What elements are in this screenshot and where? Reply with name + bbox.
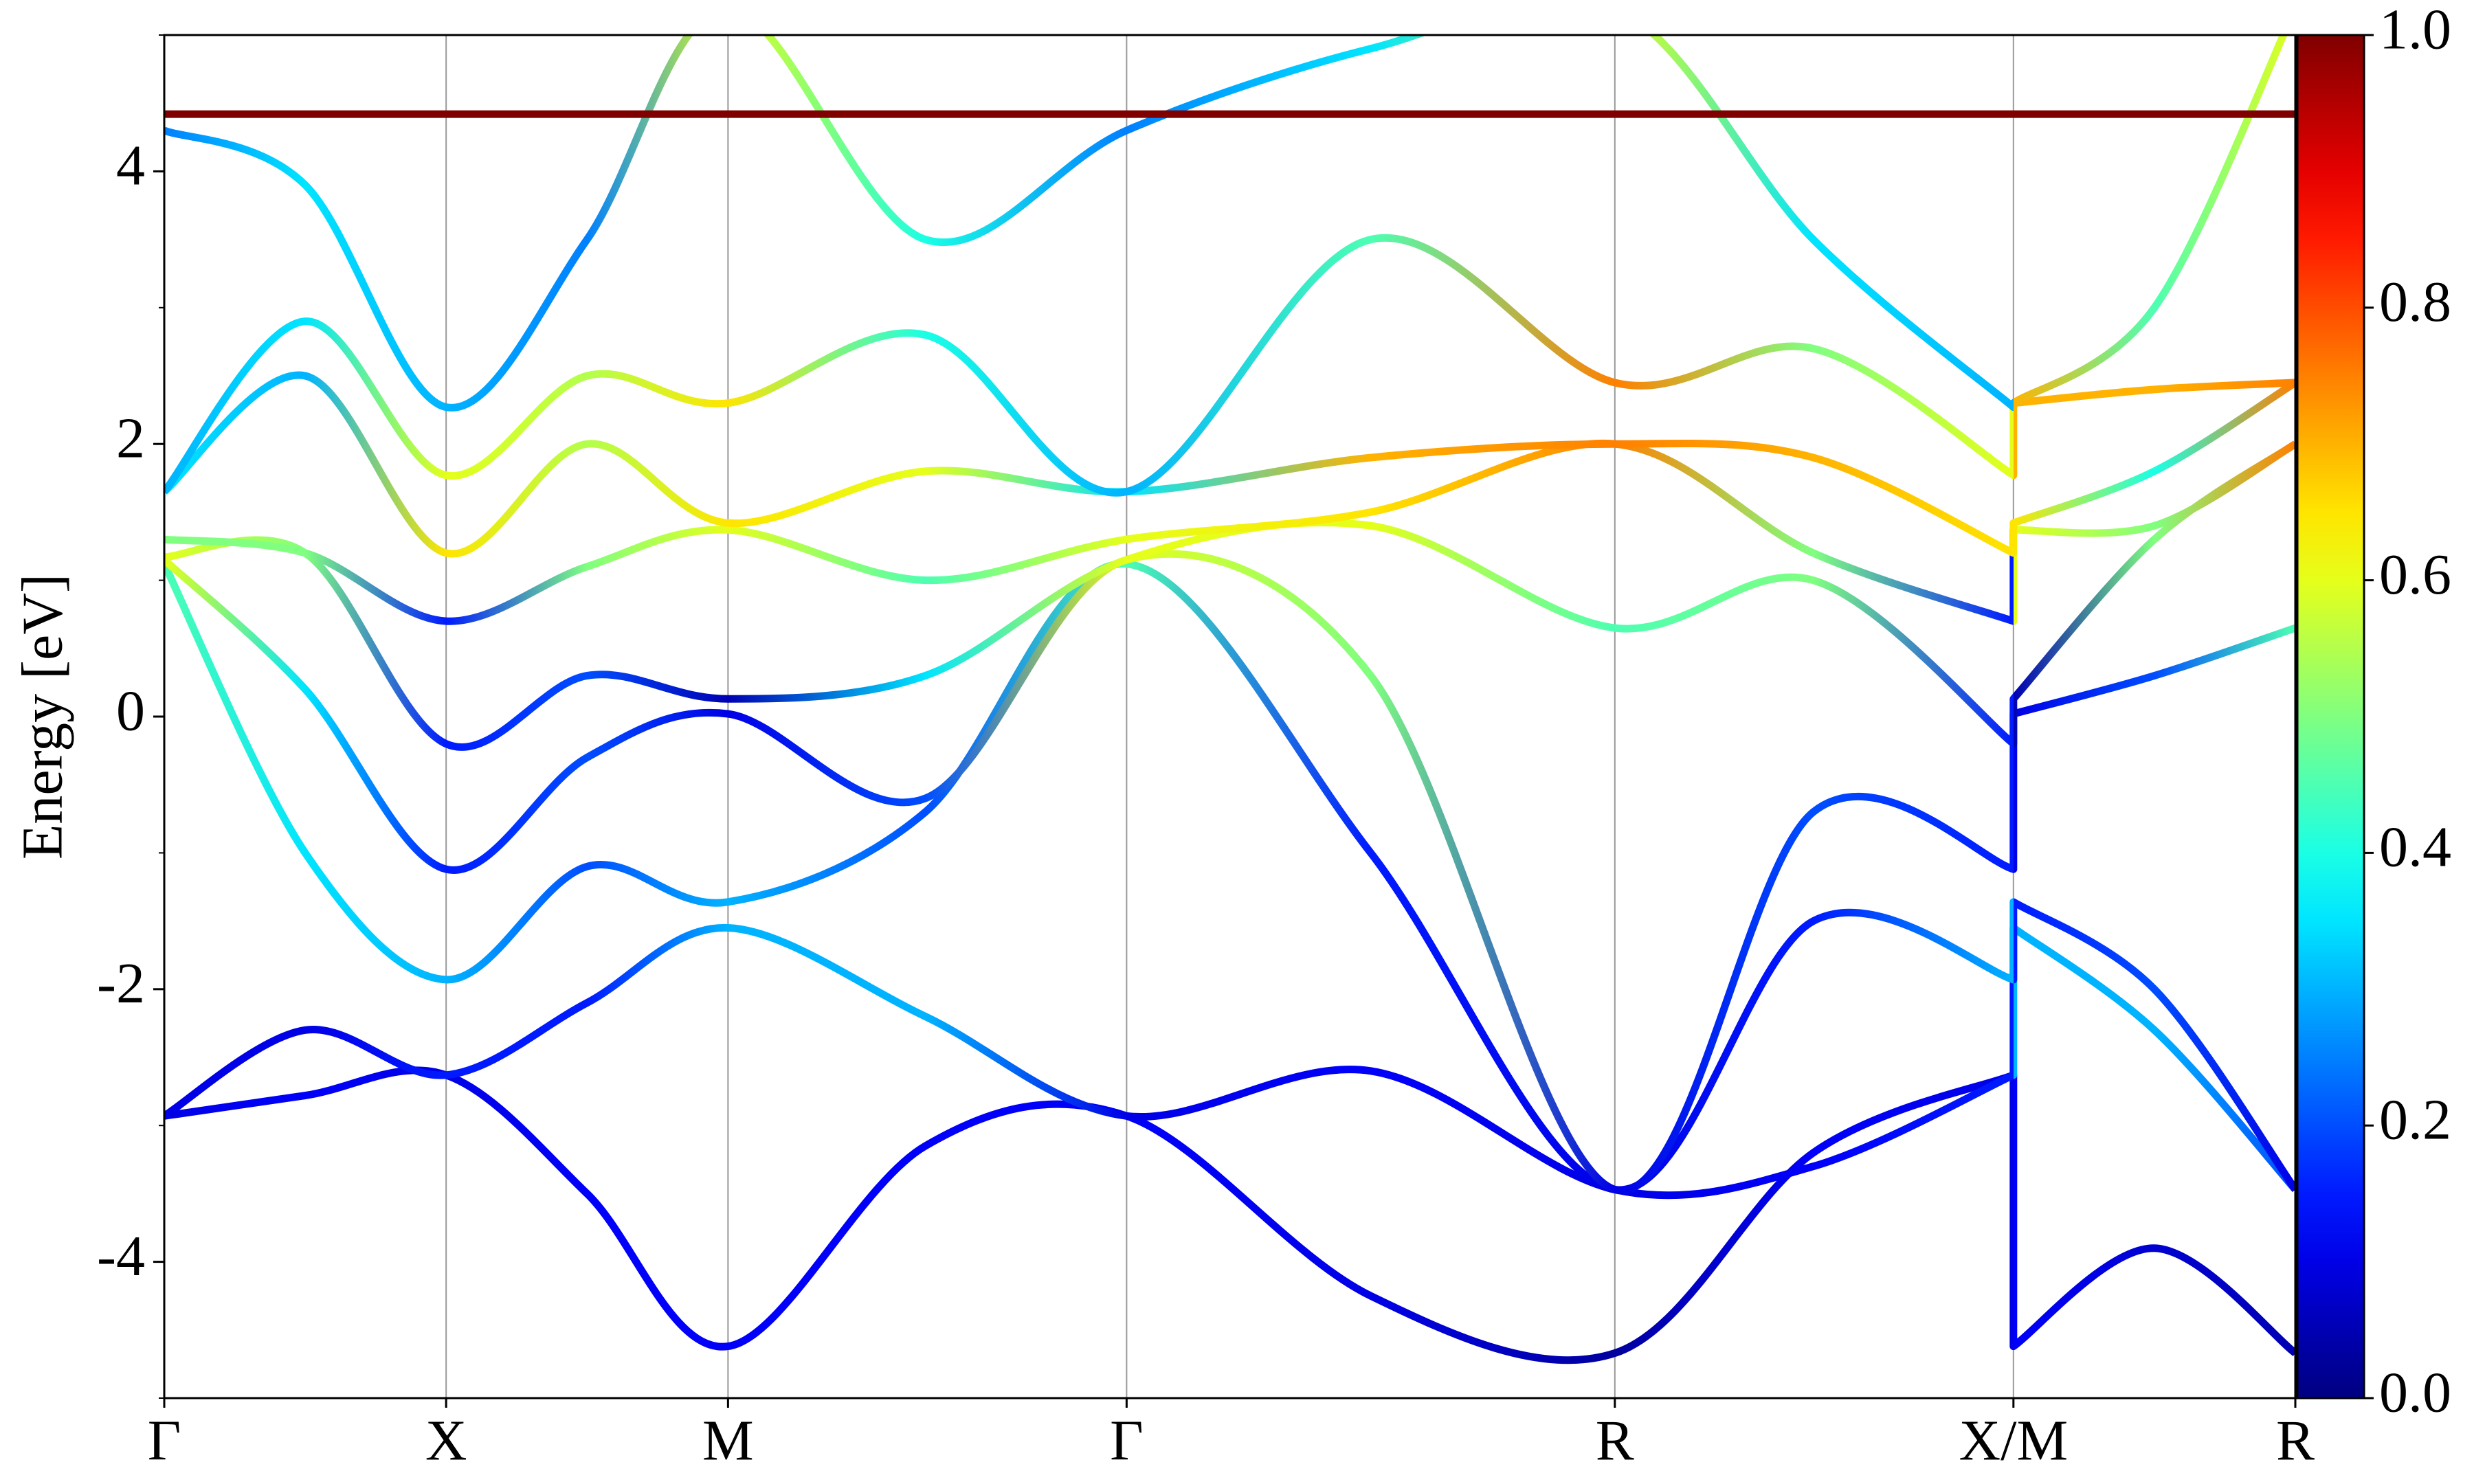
y-axis-label: Energy [eV] (10, 574, 74, 859)
band-line (164, 924, 2295, 1200)
band-line (164, 35, 2288, 412)
y-tick-label: 4 (116, 134, 145, 198)
colorbar-tick-label: 0.4 (2379, 816, 2451, 879)
colorbar-tick-label: 0.6 (2379, 543, 2451, 607)
grid (164, 35, 2296, 1398)
y-tick-label: 2 (116, 406, 145, 470)
band-line (164, 550, 2295, 1195)
band-line (164, 440, 2295, 751)
y-tick-label: -2 (97, 952, 145, 1015)
band-line (164, 234, 2295, 497)
band-line (164, 1066, 2295, 1364)
x-tick-label: Γ (1110, 1408, 1144, 1472)
plot-frame (163, 34, 2297, 1399)
x-tick-label: X/M (1959, 1408, 2068, 1472)
x-tick-label: X (425, 1408, 467, 1472)
bands (164, 35, 2295, 1364)
x-tick-label: R (2276, 1408, 2315, 1472)
colorbar-tick-label: 0.0 (2379, 1360, 2451, 1424)
axes: Γ X M Γ R X/M R -4 -2 0 2 4 0.0 0.2 0.4 0.6 0.8 1.0 (97, 0, 2451, 1472)
colorbar-tick-label: 0.2 (2379, 1088, 2451, 1151)
band-line (164, 560, 2295, 1194)
y-tick-label: -4 (97, 1224, 145, 1288)
y-tick-label: 0 (116, 679, 145, 743)
x-tick-label: M (702, 1408, 754, 1472)
x-tick-label: R (1596, 1408, 1634, 1472)
x-tick-label: Γ (148, 1408, 181, 1472)
colorbar-tick-label: 0.8 (2379, 270, 2451, 334)
colorbar-tick-label: 1.0 (2379, 0, 2451, 61)
band-line (164, 439, 2295, 625)
colorbar (2296, 34, 2365, 1399)
